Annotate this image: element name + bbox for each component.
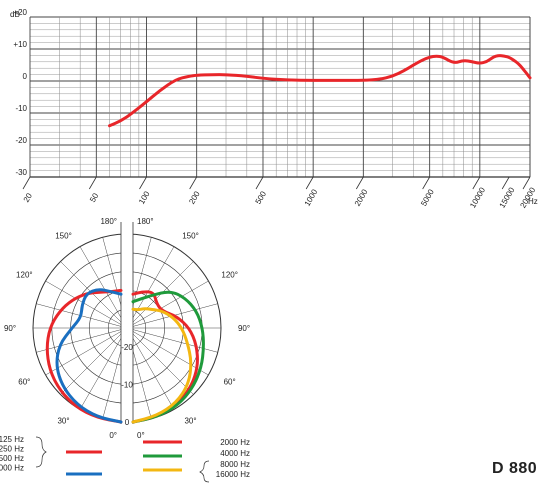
legend-label: 2000 Hz xyxy=(220,438,250,447)
polar-pattern-line xyxy=(131,307,193,424)
legend-label: 125 Hz xyxy=(0,435,24,444)
y-tick-label: +20 xyxy=(13,8,27,17)
x-tick-label: 10000 xyxy=(468,185,487,209)
polar-angle-labels: 180° 180° 150° 150° 120° 120° 90° 90° 60° 60° 30° 3… xyxy=(4,217,250,440)
legend-label: 4000 Hz xyxy=(220,449,250,458)
polar-angle-label-right: 150° xyxy=(182,231,199,240)
legend-label: 500 Hz xyxy=(0,454,24,463)
x-tick-label: 50 xyxy=(88,191,101,204)
polar-angle-label-left: 60° xyxy=(18,378,30,387)
polar-angle-label-right: 30° xyxy=(184,417,196,426)
polar-angle-label-left: 120° xyxy=(16,271,33,280)
polar-grid xyxy=(32,222,222,434)
x-tick-label: 5000 xyxy=(419,187,436,207)
frequency-response-grid xyxy=(29,16,531,178)
x-tick-label: 2000 xyxy=(353,187,370,207)
x-tick-label: 1000 xyxy=(303,187,320,207)
polar-radial-labels: 0 -10 -20 xyxy=(121,343,133,427)
x-tick-mark xyxy=(355,176,364,190)
polar-spoke xyxy=(60,261,128,329)
polar-angle-label-right: 0° xyxy=(137,431,145,440)
polar-angle-label-right: 180° xyxy=(137,217,154,226)
polar-spoke xyxy=(126,327,194,395)
x-tick-label: 15000 xyxy=(498,185,517,209)
x-tick-mark xyxy=(501,176,510,190)
frequency-response-series xyxy=(108,54,532,128)
polar-angle-label-right: 60° xyxy=(224,378,236,387)
x-tick-mark xyxy=(472,176,481,190)
polar-series xyxy=(45,288,205,424)
polar-angle-label-left: 180° xyxy=(100,217,117,226)
polar-spoke xyxy=(45,280,128,329)
frequency-response-line xyxy=(108,54,532,128)
x-tick-mark xyxy=(139,176,147,190)
polar-angle-label-right: 120° xyxy=(221,271,238,280)
polar-radial-label: -10 xyxy=(121,380,133,389)
frequency-response-y-axis-label: dB xyxy=(10,10,20,19)
frequency-response-x-tick-labels: 20 50 100 200 500 1000 2000 5000 10000 15000 20000 xyxy=(22,176,538,210)
legend-brace xyxy=(35,436,47,468)
y-tick-label: -30 xyxy=(15,168,27,177)
polar-spoke xyxy=(36,327,128,353)
polar-spoke xyxy=(45,327,128,376)
polar-pattern-line xyxy=(131,290,205,424)
x-tick-mark xyxy=(189,176,198,190)
polar-pattern-line xyxy=(45,288,123,424)
legend-label: 16000 Hz xyxy=(216,470,250,479)
legend-label: 1000 Hz xyxy=(0,464,24,473)
x-tick-label: 20 xyxy=(22,191,35,204)
x-tick-mark xyxy=(22,176,31,190)
x-tick-label: 500 xyxy=(254,189,269,206)
polar-spoke xyxy=(126,280,209,329)
polar-spoke xyxy=(126,327,175,410)
x-tick-mark xyxy=(422,176,431,190)
polar-pattern-chart: 180° 180° 150° 150° 120° 120° 90° 90° 60° 60° 30° 3… xyxy=(4,217,250,440)
polar-spoke xyxy=(60,327,128,395)
y-tick-label: 0 xyxy=(23,72,28,81)
polar-spoke xyxy=(126,327,209,376)
model-name: D 880 xyxy=(492,460,538,477)
polar-angle-label-left: 150° xyxy=(55,231,72,240)
polar-angle-label-left: 90° xyxy=(4,324,16,333)
y-tick-label: +10 xyxy=(13,40,27,49)
x-tick-label: 100 xyxy=(137,189,152,206)
polar-angle-label-left: 30° xyxy=(57,417,69,426)
polar-angle-label-left: 0° xyxy=(109,431,117,440)
polar-spoke xyxy=(79,327,128,410)
x-tick-mark xyxy=(522,176,531,190)
polar-radial-label: -20 xyxy=(121,343,133,352)
legend-brace xyxy=(199,460,210,483)
polar-spoke xyxy=(126,246,175,329)
x-tick-mark xyxy=(305,176,314,190)
polar-pattern-line xyxy=(55,288,123,424)
x-tick-mark xyxy=(255,176,264,190)
x-tick-mark xyxy=(88,176,97,190)
y-tick-label: -10 xyxy=(15,104,27,113)
frequency-response-y-tick-labels: +20 +10 0 -10 -20 -30 xyxy=(13,8,27,177)
y-tick-label: -20 xyxy=(15,136,27,145)
polar-center-gap xyxy=(121,222,133,434)
x-tick-label: 200 xyxy=(187,189,202,206)
polar-angle-label-right: 90° xyxy=(238,324,250,333)
legend-label: 250 Hz xyxy=(0,445,24,454)
polar-spoke xyxy=(79,246,128,329)
polar-radial-label: 0 xyxy=(125,418,130,427)
legend-label: 8000 Hz xyxy=(220,460,250,469)
frequency-response-x-axis-label: Hz xyxy=(528,197,538,206)
frequency-response-chart: +20 +10 0 -10 -20 -30 20 50 100 200 500 1000 2000 50… xyxy=(10,8,538,210)
